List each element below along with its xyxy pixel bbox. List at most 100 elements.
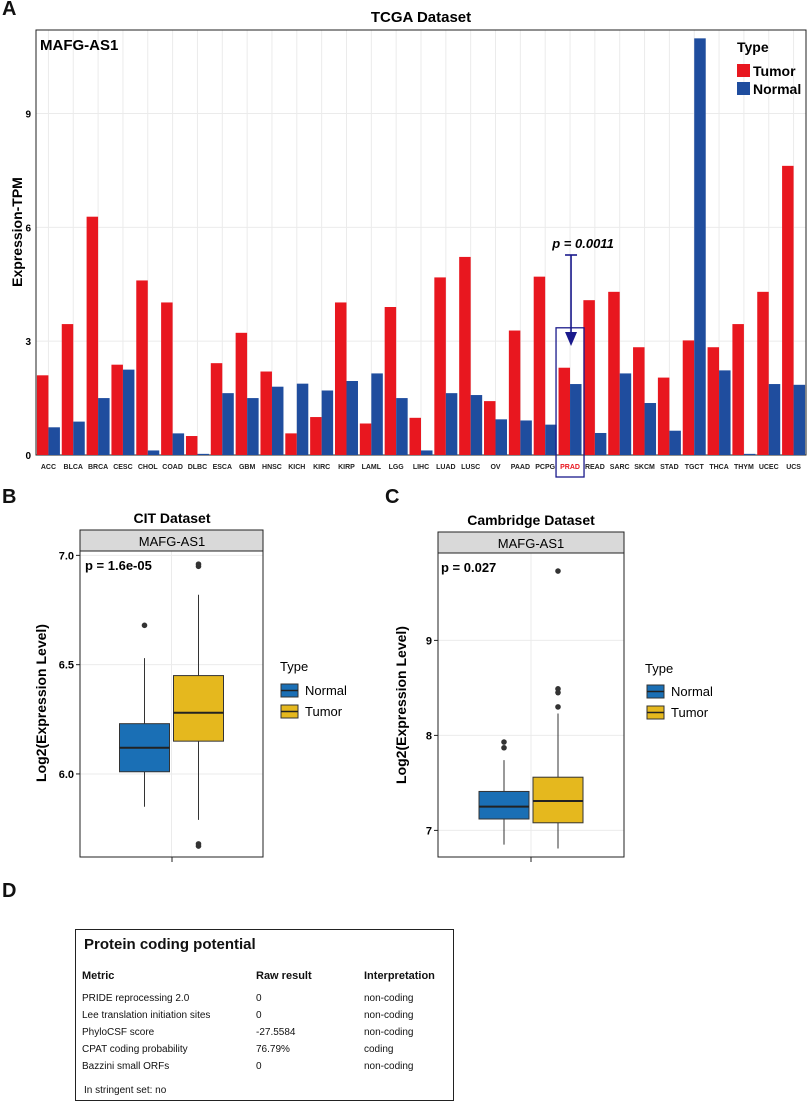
legend-label-tumor: Tumor [671,705,709,720]
bar-normal-prad [570,384,582,455]
bar-tumor-chol [136,280,148,455]
bar-tumor-acc [36,375,49,455]
y-tick-label: 7.0 [59,550,74,562]
chart-a-x-tick-label: READ [585,464,605,471]
chart-a-x-tick-label: BRCA [88,464,108,471]
tcga-bar-chart: TCGA Dataset ACC BLCA BRCA CESC CHOL COAD DLBC… [9,9,807,478]
table-row: PRIDE reprocessing 2.0 0 non-coding [82,993,439,1010]
chart-a-y-tick-label: 3 [25,337,31,348]
table-cell: 0 [256,1010,262,1021]
bar-normal-lusc [470,395,483,455]
bar-tumor-skcm [633,347,645,455]
table-footer: In stringent set: no [84,1085,167,1096]
bar-normal-acc [48,427,60,455]
y-tick-label: 6.5 [59,660,74,672]
outlier-normal [501,739,507,745]
bar-tumor-lihc [409,417,421,455]
bar-normal-esca [222,393,234,455]
chart-a-x-tick-label: SKCM [634,464,655,471]
bar-tumor-read [583,300,595,455]
cit-box-plot: CIT Dataset MAFG-AS1 6.0 6.5 7.0 p = 1.6e-… [33,510,347,862]
table-cell: PRIDE reprocessing 2.0 [82,993,190,1004]
table-cell: Lee translation initiation sites [82,1010,211,1021]
table-cell: non-coding [364,1010,414,1021]
chart-a-x-tick-label: UCS [786,464,801,471]
chart-a-gene-label: MAFG-AS1 [40,37,118,54]
chart-c-annotation: p = 0.027 [441,560,496,575]
chart-a-x-tick-label: SARC [610,464,630,471]
bar-normal-kirp [346,381,358,455]
chart-a-legend-title: Type [737,39,769,55]
chart-a-x-tick-label: OV [490,464,500,471]
bar-normal-luad [445,393,458,455]
bar-normal-lihc [421,450,433,455]
table-header-row: Metric Raw result Interpretation [82,970,439,993]
table-cell: -27.5584 [256,1027,296,1038]
bar-normal-kich [296,383,309,455]
bar-normal-laml [371,373,383,455]
cambridge-box-plot: Cambridge Dataset MAFG-AS1 7 8 9 p = 0.027… [393,512,713,862]
bar-normal-paad [520,420,532,455]
outlier-tumor [195,841,202,847]
chart-a-x-tick-label: KIRP [338,464,355,471]
chart-b-strip-label: MAFG-AS1 [139,534,205,549]
bar-normal-sarc [619,373,632,455]
chart-b-legend-title: Type [280,659,308,674]
y-tick-label: 9 [426,635,432,647]
chart-a-x-tick-label: UCEC [759,464,779,471]
y-tick-label: 8 [426,730,432,742]
table-row: PhyloCSF score -27.5584 non-coding [82,1027,439,1044]
bar-normal-hnsc [271,386,284,455]
bar-tumor-dlbc [185,436,198,455]
p-value-arrow-head [565,332,578,346]
bar-normal-dlbc [197,453,209,455]
prad-highlight-box [555,327,585,478]
table-row: Bazzini small ORFs 0 non-coding [82,1061,439,1078]
bar-tumor-kich [285,433,297,455]
chart-a-x-tick-label: COAD [162,464,183,471]
legend-label-tumor: Tumor [305,704,343,719]
chart-a-x-tick-label: GBM [239,464,256,471]
panel-c-label: C [385,486,400,508]
table-cell: PhyloCSF score [82,1027,155,1038]
chart-a-x-tick-label: ACC [41,464,56,471]
table-cell: non-coding [364,1027,414,1038]
chart-c-legend-title: Type [645,661,673,676]
coding-potential-table: Metric Raw result Interpretation PRIDE r… [82,970,439,1078]
bar-normal-ucs [793,384,806,455]
table-cell: 76.79% [256,1044,290,1055]
chart-a-x-tick-label: PAAD [511,464,530,471]
chart-a-x-tick-label: TGCT [685,464,705,471]
chart-a-x-tick-label: PRAD [560,464,580,471]
bar-tumor-tgct [682,340,695,455]
chart-a-x-tick-label: ESCA [213,464,232,471]
bar-normal-lgg [396,398,408,455]
outlier-normal [501,744,507,751]
bar-tumor-paad [508,330,521,455]
bar-tumor-stad [657,377,670,455]
bar-normal-kirc [321,390,334,455]
legend-label-normal: Normal [753,81,801,97]
chart-a-x-tick-label: LUAD [436,464,455,471]
chart-a-x-tick-label: LIHC [413,464,429,471]
chart-a-y-tick-label: 6 [25,223,31,234]
bar-tumor-kirc [310,417,322,455]
y-tick-label: 7 [426,825,432,837]
table-cell: Bazzini small ORFs [82,1061,170,1072]
coding-potential-table-box: Protein coding potential Metric Raw resu… [75,929,454,1101]
bar-tumor-brca [86,216,99,455]
bar-normal-pcpg [545,424,557,455]
legend-swatch-tumor [737,64,750,77]
bar-tumor-gbm [235,332,248,455]
bar-normal-ucec [768,384,781,455]
chart-a-x-tick-label: KICH [288,464,305,471]
table-header-metric: Metric [82,970,115,982]
legend-label-normal: Normal [305,683,347,698]
table-cell: 0 [256,993,262,1004]
bar-tumor-coad [161,302,173,455]
bar-tumor-esca [210,363,223,455]
chart-a-x-tick-label: LGG [389,464,405,471]
bar-normal-thca [719,370,731,455]
chart-c-y-axis-label: Log2(Expression Level) [393,626,409,784]
box-tumor [173,675,224,742]
